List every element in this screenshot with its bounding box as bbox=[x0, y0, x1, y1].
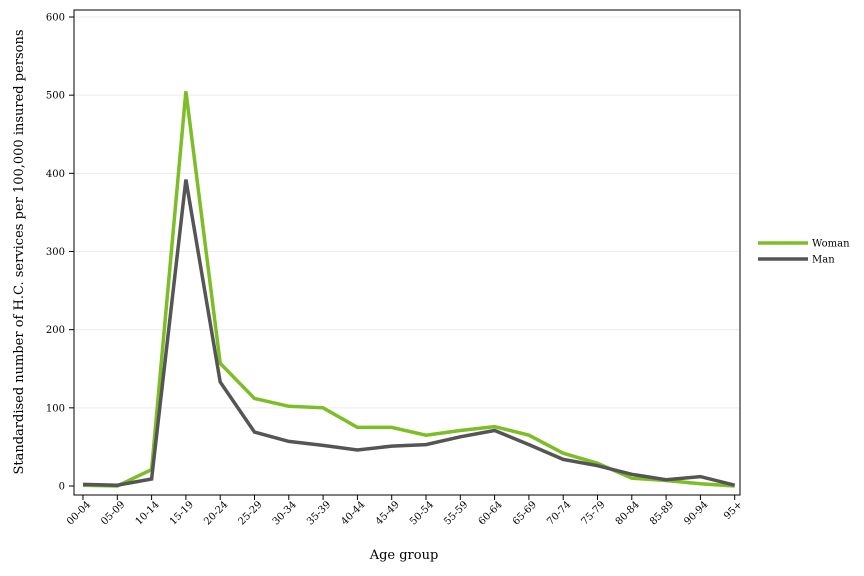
legend-label-man: Man bbox=[812, 255, 835, 266]
series-lines bbox=[82, 91, 736, 488]
y-tick-label: 0 bbox=[59, 482, 65, 493]
series-line-man bbox=[82, 179, 736, 487]
y-tick-label: 600 bbox=[46, 13, 65, 24]
y-tick-label: 300 bbox=[46, 247, 65, 258]
plot-area-frame bbox=[73, 9, 741, 496]
y-tick-label: 400 bbox=[46, 169, 65, 180]
series-line-woman bbox=[82, 91, 735, 488]
y-axis-title: Standardised number of H.C. services per… bbox=[12, 29, 27, 474]
y-axis: 0 100 200 300 400 500 600 bbox=[46, 13, 74, 493]
legend: Woman Man bbox=[758, 239, 850, 266]
y-tick-label: 500 bbox=[46, 91, 65, 102]
y-tick-label: 100 bbox=[46, 403, 65, 414]
y-tick-label: 200 bbox=[46, 325, 65, 336]
x-axis-title: Age group bbox=[369, 548, 439, 563]
legend-label-woman: Woman bbox=[812, 239, 850, 250]
